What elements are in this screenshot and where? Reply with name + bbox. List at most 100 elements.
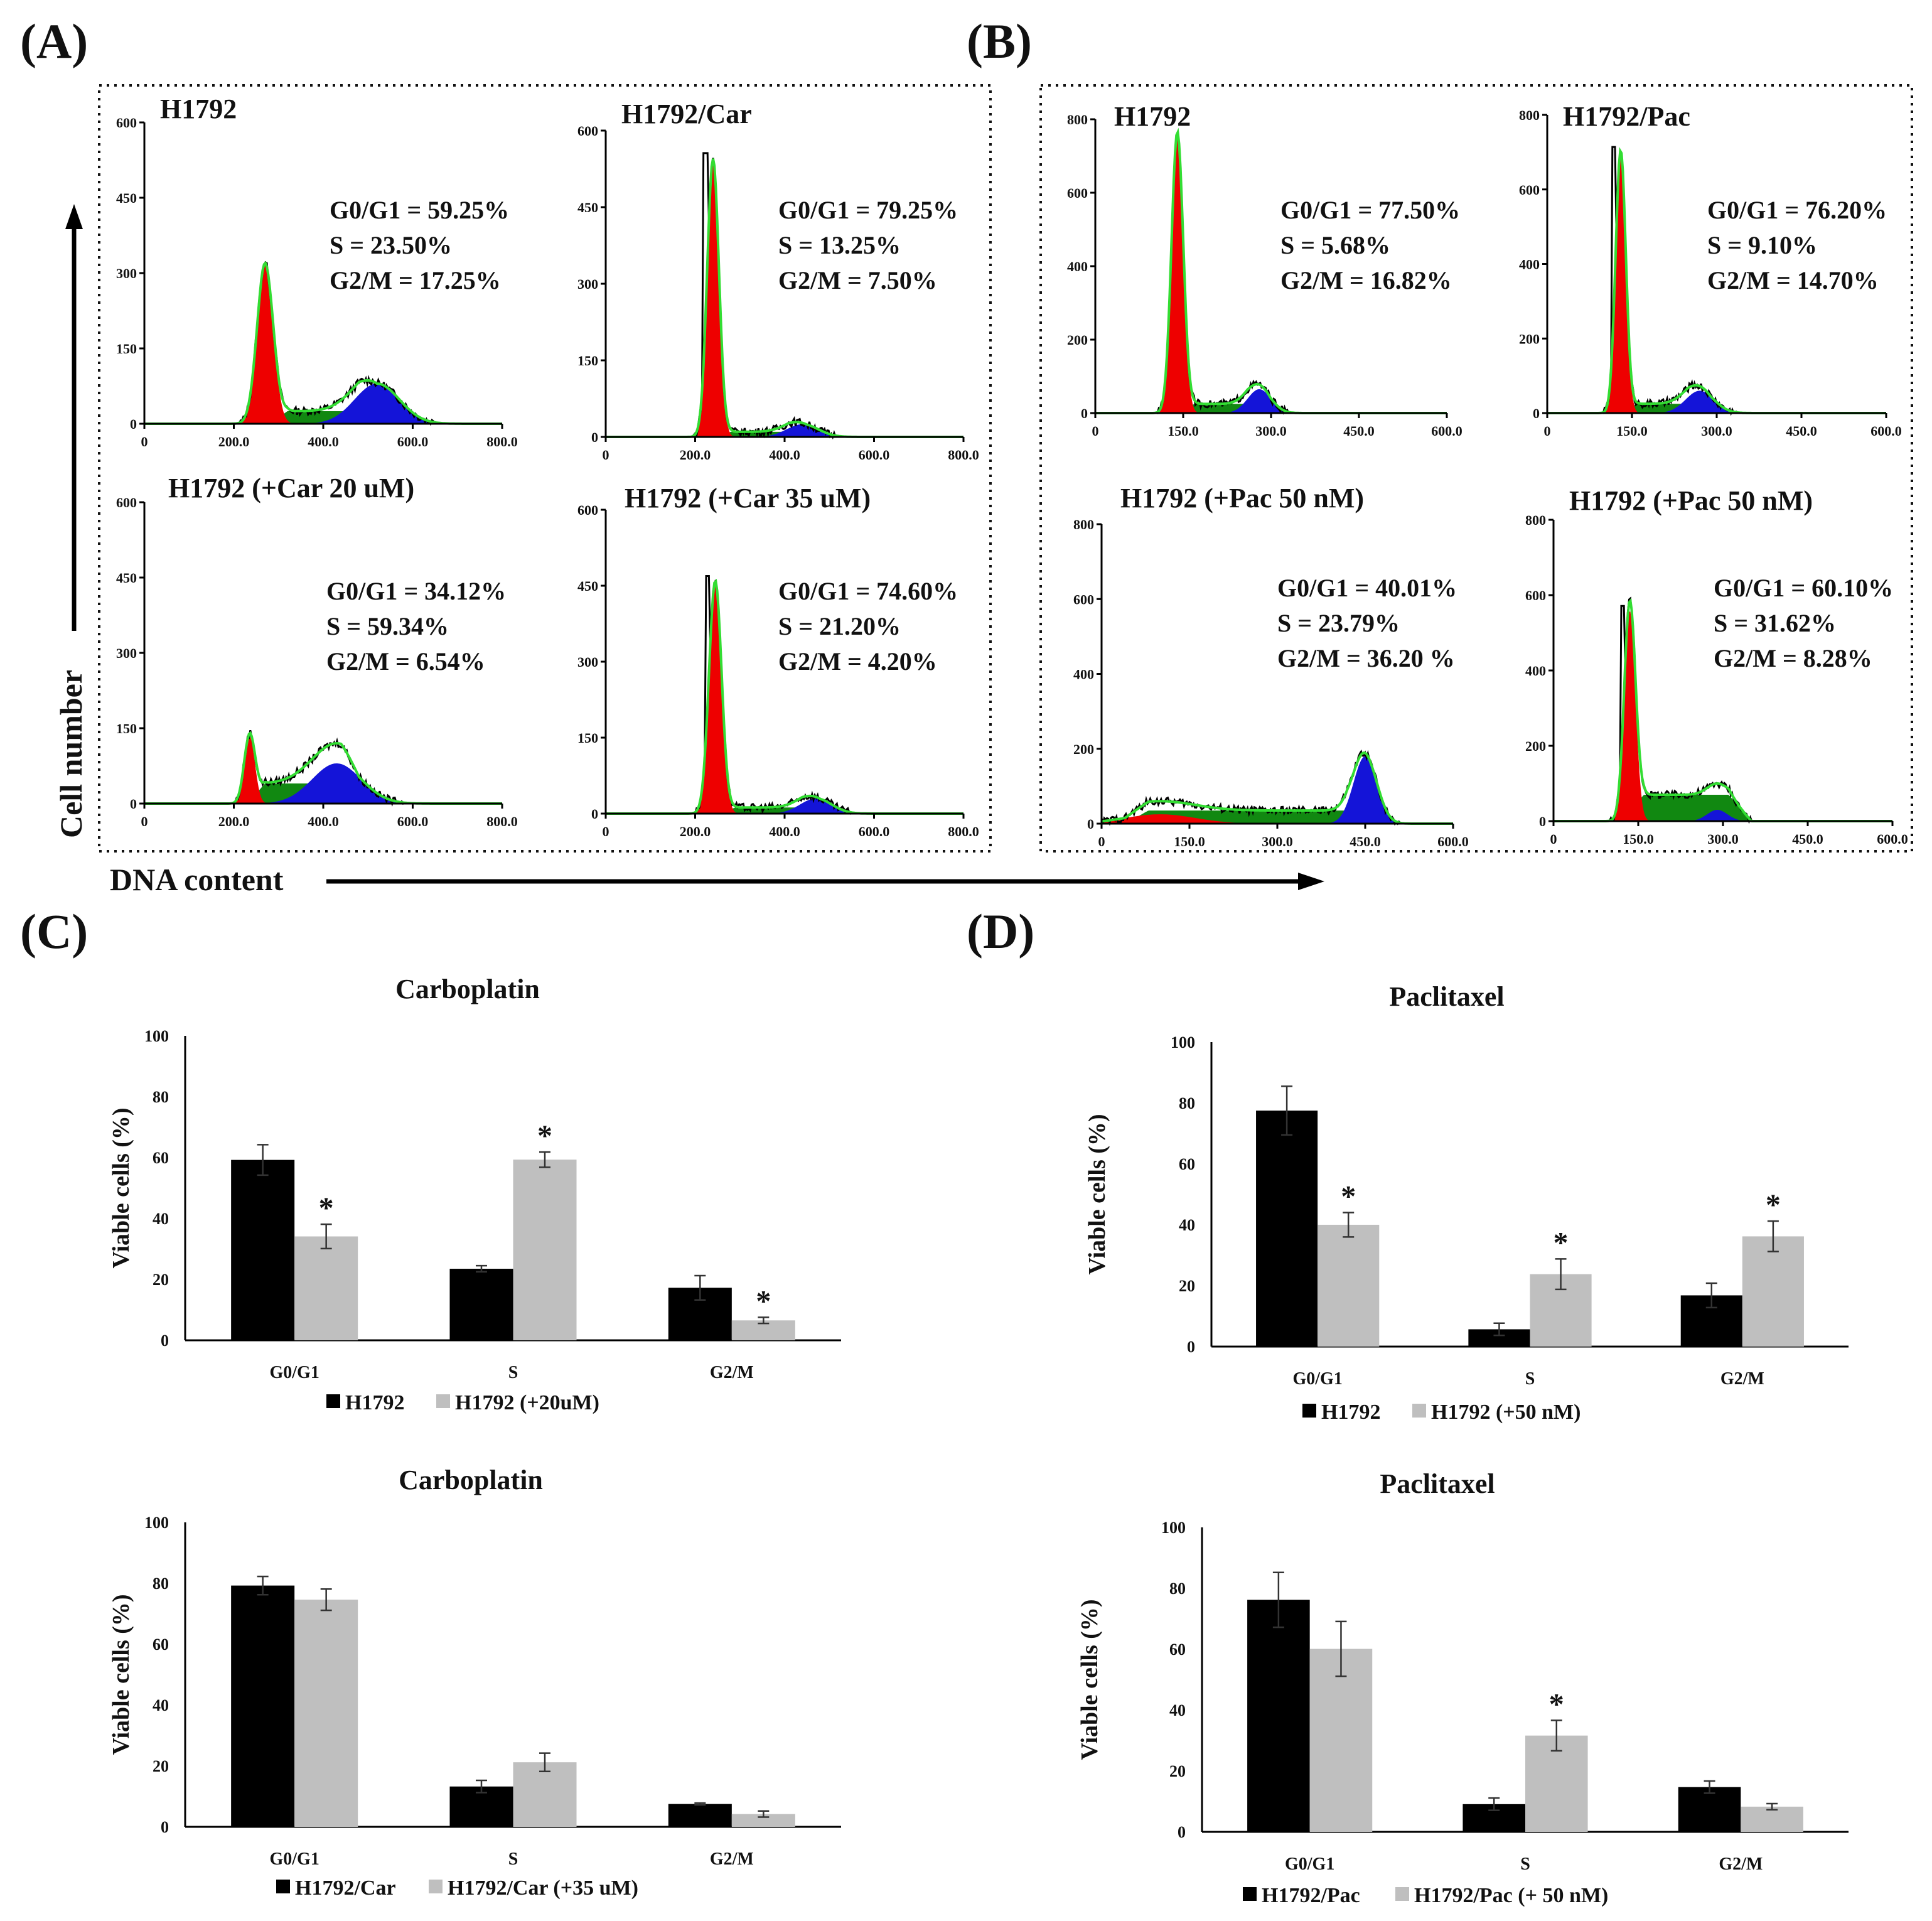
histogram-title: H1792/Pac (1563, 101, 1690, 132)
hist-x-tick-label: 400.0 (308, 814, 339, 829)
legend-swatch (276, 1880, 290, 1893)
hist-x-tick-label: 0 (1550, 831, 1557, 847)
hist-x-tick-label: 300.0 (1262, 834, 1293, 849)
stat-s: S = 21.20% (778, 612, 901, 640)
histogram-title: H1792 (160, 94, 237, 124)
hist-x-tick-label: 200.0 (680, 824, 711, 839)
bar-category-label: S (1525, 1369, 1535, 1389)
stat-g2m: G2/M = 16.82% (1280, 266, 1452, 294)
bar-chart-4: Paclitaxel Viable cells (%) 0 20 40 60 80 100 G0… (1076, 1468, 1849, 1907)
panel-label-b: (B) (967, 14, 1032, 68)
bar (231, 1160, 295, 1340)
hist-x-tick-label: 150.0 (1174, 834, 1205, 849)
bar-chart-2: Paclitaxel Viable cells (%) 0 20 40 60 80 100 G0… (1084, 981, 1849, 1424)
stat-g2m: G2/M = 4.20% (778, 647, 937, 675)
x-arrow-head (1298, 873, 1324, 890)
bar (513, 1160, 577, 1340)
hist-x-tick-label: 150.0 (1623, 831, 1654, 847)
hist-x-tick-label: 200.0 (218, 814, 250, 829)
hist-x-tick-label: 0 (1544, 423, 1551, 439)
hist-x-tick-label: 150.0 (1167, 423, 1199, 439)
y-axis-label: Cell number (53, 670, 89, 838)
hist-x-tick-label: 300.0 (1255, 423, 1287, 439)
hist-y-tick-label: 800 (1525, 512, 1546, 528)
panel-label-c: (C) (20, 904, 88, 959)
panel-label-d: (D) (967, 904, 1034, 959)
bar (1309, 1649, 1373, 1832)
hist-x-tick-label: 400.0 (308, 434, 339, 449)
hist-x-tick-label: 600.0 (397, 434, 429, 449)
hist-y-tick-label: 600 (577, 502, 598, 518)
hist-y-tick-label: 800 (1073, 517, 1094, 532)
bar-chart-y-label: Viable cells (%) (1084, 1114, 1110, 1274)
bar-chart-y-label: Viable cells (%) (1076, 1599, 1103, 1760)
bar-chart-title: Carboplatin (399, 1465, 543, 1495)
bar-y-tick-label: 60 (1179, 1155, 1195, 1173)
legend-swatch (326, 1394, 340, 1408)
legend-label: H1792 (+20uM) (455, 1391, 599, 1414)
hist-x-tick-label: 0 (1098, 834, 1105, 849)
hist-x-tick-label: 600.0 (1877, 831, 1908, 847)
histogram-layer: 0 150 300 450 600 0 200.0 400.0 600.0 800.0 H1792 G… (116, 94, 1908, 849)
hist-y-tick-label: 0 (1081, 406, 1088, 421)
bar-y-tick-label: 20 (153, 1271, 169, 1289)
stat-g2m: G2/M = 6.54% (326, 647, 485, 675)
bar-y-tick-label: 100 (144, 1027, 169, 1045)
legend-swatch (1395, 1887, 1409, 1901)
hist-x-tick-label: 800.0 (486, 434, 518, 449)
bar (1525, 1735, 1588, 1832)
bar-y-tick-label: 40 (153, 1210, 169, 1228)
phase-g2m-area (1554, 810, 1892, 821)
fit-curve (1101, 751, 1453, 825)
hist-x-tick-label: 800.0 (948, 447, 979, 463)
hist-y-tick-label: 0 (1533, 406, 1540, 421)
legend-label: H1792/Pac (+ 50 nM) (1414, 1884, 1608, 1907)
hist-x-tick-label: 600.0 (1437, 834, 1469, 849)
bar-category-label: G2/M (710, 1849, 754, 1869)
bar-y-tick-label: 60 (153, 1635, 169, 1654)
significance-star: * (1341, 1180, 1356, 1213)
hist-y-tick-label: 150 (577, 353, 598, 369)
hist-x-tick-label: 200.0 (680, 447, 711, 463)
histogram-8: 0 200 400 600 800 0 150.0 300.0 450.0 600.0 H1792 … (1525, 485, 1908, 847)
hist-y-tick-label: 200 (1067, 332, 1088, 348)
stat-g0g1: G0/G1 = 79.25% (778, 196, 958, 224)
hist-y-tick-label: 450 (577, 578, 598, 594)
stat-g0g1: G0/G1 = 40.01% (1277, 574, 1457, 602)
bar-y-tick-label: 0 (161, 1332, 169, 1350)
bar-y-tick-label: 80 (153, 1574, 169, 1593)
phase-g2m-area (1102, 756, 1453, 824)
bar (231, 1585, 295, 1827)
significance-star: * (319, 1192, 334, 1225)
histogram-title: H1792 (+Pac 50 nM) (1569, 485, 1813, 516)
hist-y-tick-label: 800 (1067, 112, 1088, 127)
histogram-7: 0 200 400 600 800 0 150.0 300.0 450.0 600.0 H1792 … (1073, 483, 1469, 849)
hist-x-tick-label: 150.0 (1616, 423, 1648, 439)
stat-g0g1: G0/G1 = 34.12% (326, 577, 506, 605)
hist-y-tick-label: 450 (116, 570, 137, 586)
bar-y-tick-label: 40 (1169, 1701, 1186, 1719)
stat-g2m: G2/M = 7.50% (778, 266, 937, 294)
hist-y-tick-label: 600 (116, 115, 137, 131)
phase-g0g1-area (1102, 814, 1453, 824)
bar-chart-3: Carboplatin Viable cells (%) 0 20 40 60 80 100 G… (108, 1465, 841, 1900)
bar (668, 1804, 732, 1827)
hist-x-tick-label: 600.0 (859, 824, 890, 839)
bar (1247, 1600, 1310, 1832)
hist-x-tick-label: 600.0 (1431, 423, 1462, 439)
hist-y-tick-label: 200 (1519, 331, 1540, 347)
bar-y-tick-label: 0 (161, 1818, 169, 1836)
stat-g0g1: G0/G1 = 77.50% (1280, 196, 1460, 224)
bar (513, 1762, 577, 1827)
histogram-6: 0 200 400 600 800 0 150.0 300.0 450.0 600.0 H1792/… (1519, 101, 1902, 439)
hist-y-tick-label: 300 (577, 654, 598, 670)
hist-y-tick-label: 0 (130, 416, 137, 432)
hist-y-tick-label: 150 (116, 341, 137, 357)
bar-chart-title: Paclitaxel (1380, 1468, 1495, 1499)
stat-s: S = 59.34% (326, 612, 449, 640)
hist-x-tick-label: 0 (1092, 423, 1099, 439)
bar-chart-1: Carboplatin Viable cells (%) 0 20 40 60 80 100 G… (108, 974, 841, 1414)
bar-y-tick-label: 20 (1169, 1762, 1186, 1780)
hist-y-tick-label: 0 (591, 429, 598, 445)
hist-y-tick-label: 600 (116, 495, 137, 510)
